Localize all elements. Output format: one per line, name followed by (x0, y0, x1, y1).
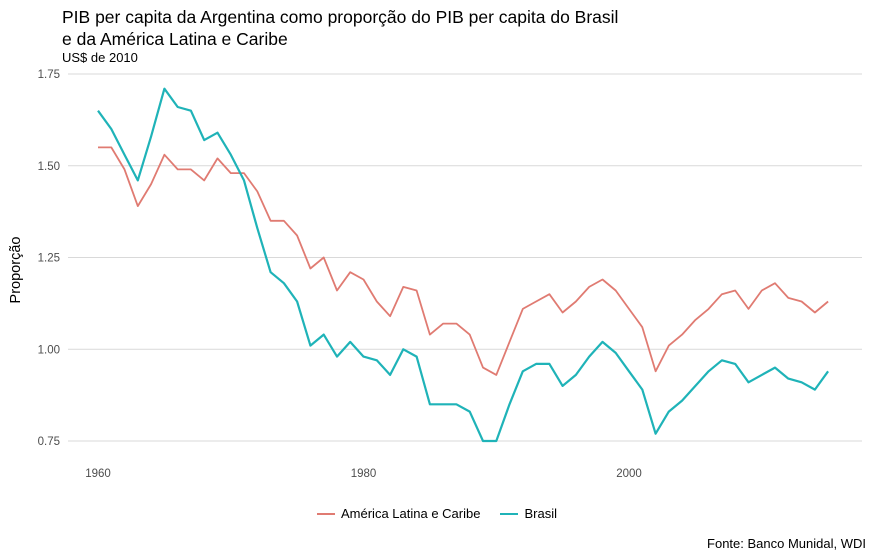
chart-title: PIB per capita da Argentina como proporç… (62, 6, 618, 50)
y-axis-ticks: 0.75 1.00 1.25 1.50 1.75 (38, 69, 60, 448)
series-lines (97, 87, 829, 443)
gridlines (68, 73, 862, 442)
chart-subtitle: US$ de 2010 (62, 50, 138, 65)
title-line-2: e da América Latina e Caribe (62, 29, 288, 49)
x-tick-label: 1960 (85, 468, 111, 480)
legend-swatch-america-latina (317, 512, 335, 515)
x-tick-label: 2000 (616, 468, 642, 480)
x-axis-ticks: 1960 1980 2000 (85, 468, 642, 480)
legend-item-brasil: Brasil (500, 506, 557, 521)
y-tick-label: 1.50 (38, 161, 60, 173)
y-tick-label: 1.00 (38, 344, 60, 356)
y-tick-label: 1.25 (38, 253, 60, 265)
legend-swatch-brasil (500, 512, 519, 515)
legend: América Latina e Caribe Brasil (0, 506, 874, 521)
series-line-america-latina (98, 146, 829, 376)
legend-item-america-latina: América Latina e Caribe (317, 506, 480, 521)
source-caption: Fonte: Banco Munidal, WDI (707, 536, 866, 551)
legend-label-brasil: Brasil (524, 506, 557, 521)
series-line-brasil (97, 87, 829, 443)
y-axis-label: Proporção (8, 237, 24, 304)
y-tick-label: 1.75 (38, 69, 60, 81)
x-tick-label: 1980 (351, 468, 377, 480)
y-tick-label: 0.75 (38, 436, 60, 448)
title-line-1: PIB per capita da Argentina como proporç… (62, 7, 619, 27)
legend-label-america-latina: América Latina e Caribe (341, 506, 481, 521)
